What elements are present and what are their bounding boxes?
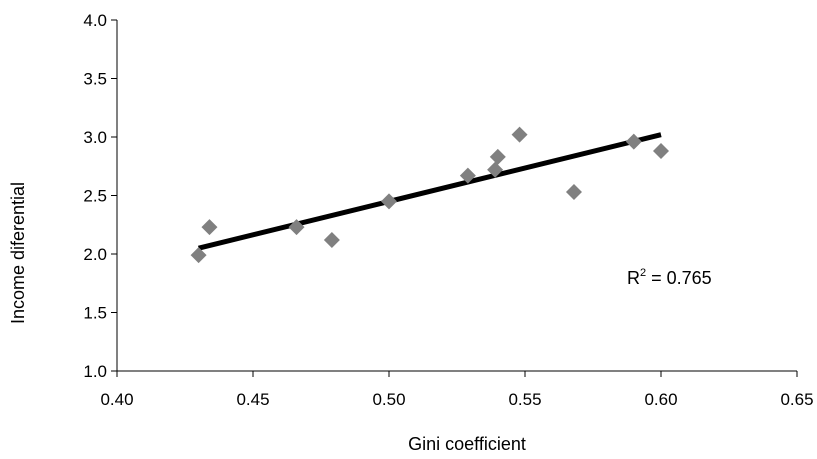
x-tick-label: 0.60: [644, 390, 677, 409]
data-point: [625, 133, 642, 150]
x-axis: 0.40 0.45 0.50 0.55 0.60 0.65: [100, 371, 814, 409]
r-squared-superscript: 2: [640, 267, 646, 279]
data-point: [489, 148, 506, 165]
data-point: [511, 126, 528, 143]
y-tick-label: 1.5: [83, 304, 107, 323]
y-tick-label: 4.0: [83, 11, 107, 30]
data-point: [653, 143, 669, 160]
data-point: [487, 161, 504, 178]
plot-area: [116, 20, 797, 372]
trendline-group: [198, 132, 662, 251]
y-axis-title: Income diferential: [8, 182, 28, 324]
data-point: [288, 219, 305, 236]
data-point: [381, 193, 397, 210]
data-point: [201, 219, 218, 236]
x-tick-label: 0.40: [100, 390, 133, 409]
trendline: [198, 132, 662, 251]
r-squared-annotation: R2 = 0.765: [627, 267, 712, 288]
y-tick-label: 1.0: [83, 362, 107, 381]
data-point: [190, 247, 207, 264]
r-squared-prefix: R: [627, 268, 640, 288]
data-point: [459, 167, 476, 184]
y-axis: 1.0 1.5 2.0 2.5 3.0 3.5 4.0: [83, 11, 117, 381]
data-point: [323, 231, 340, 248]
x-axis-title: Gini coefficient: [408, 434, 526, 454]
r-squared-value: = 0.765: [646, 268, 712, 288]
data-points: [190, 126, 669, 264]
y-tick-label: 2.0: [83, 245, 107, 264]
y-tick-label: 2.5: [83, 187, 107, 206]
x-tick-label: 0.55: [508, 390, 541, 409]
y-tick-label: 3.5: [83, 70, 107, 89]
x-tick-label: 0.45: [236, 390, 269, 409]
data-point: [565, 183, 582, 200]
x-tick-label: 0.65: [780, 390, 813, 409]
x-tick-label: 0.50: [372, 390, 405, 409]
y-tick-label: 3.0: [83, 128, 107, 147]
